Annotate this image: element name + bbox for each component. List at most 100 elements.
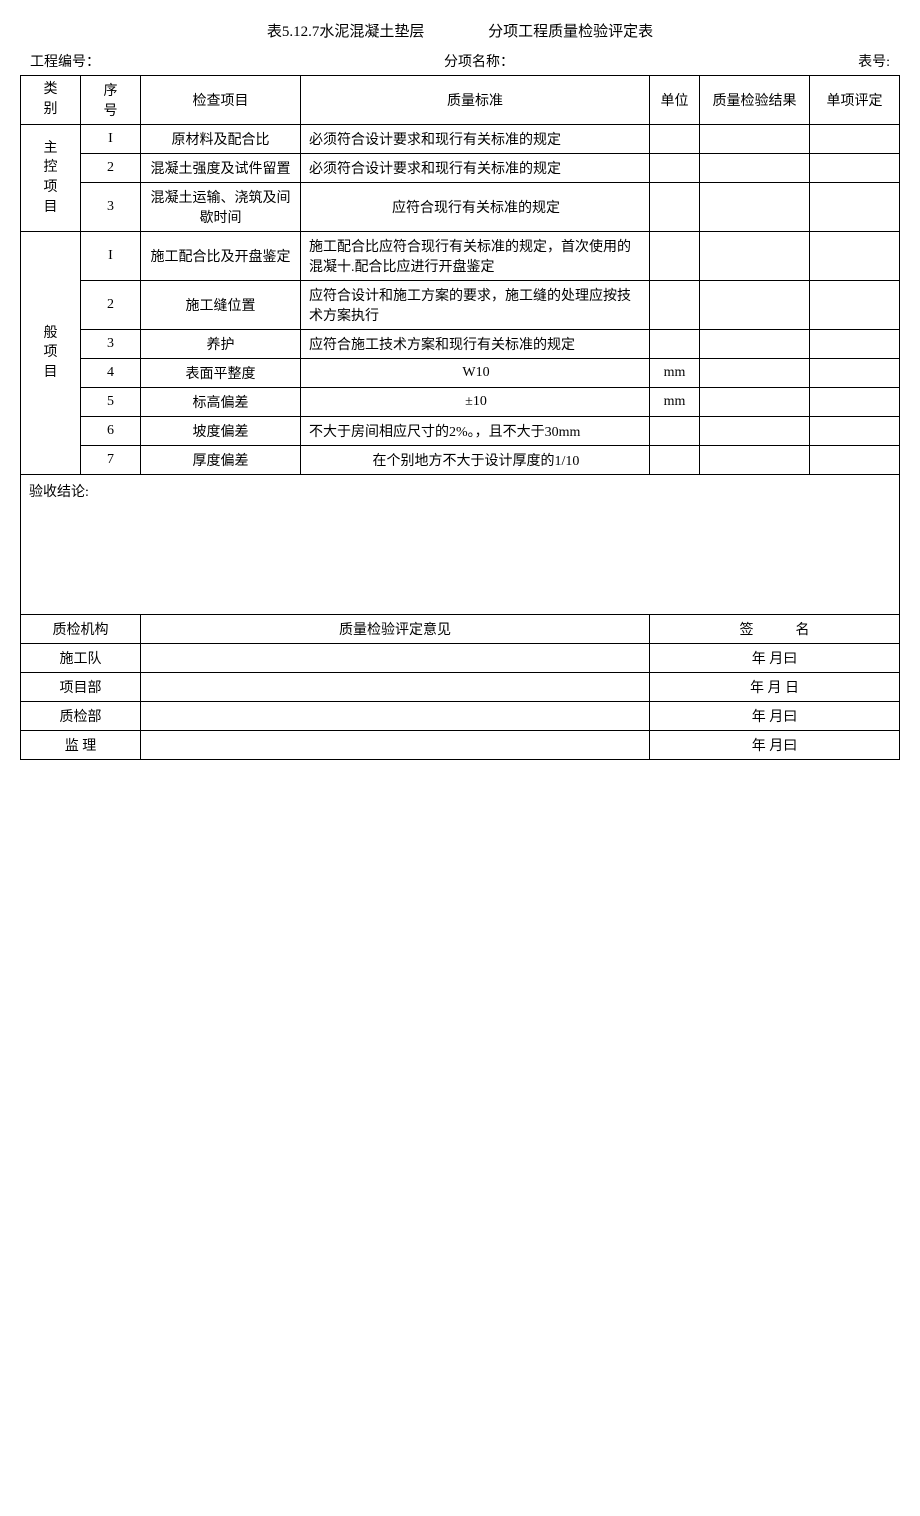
cell-item: 施工配合比及开盘鉴定 [141,232,301,281]
cell-rating [810,417,900,446]
cell-seq: 2 [81,154,141,183]
cell-unit [650,232,700,281]
cell-std: 不大于房间相应尺寸的2%。，且不大于30mm [301,417,650,446]
table-row: 2 施工缝位置 应符合设计和施工方案的要求，施工缝的处理应按技术方案执行 [21,281,900,330]
table-row: 2 混凝土强度及试件留置 必须符合设计要求和现行有关标准的规定 [21,154,900,183]
cell-seq: 4 [81,359,141,388]
table-row: 5 标高偏差 ±10 mm [21,388,900,417]
conclusion-cell: 验收结论: [21,475,900,615]
cell-seq: 7 [81,446,141,475]
table-row: 3 混凝土运输、浇筑及间歇时间 应符合现行有关标准的规定 [21,183,900,232]
col-unit: 单位 [650,76,700,125]
sig-row: 质检部 年 月曰 [21,702,900,731]
sig-row-label: 监 理 [21,731,141,760]
sig-header-row: 质检机构 质量检验评定意见 签 名 [21,615,900,644]
table-no-label: 表号: [858,51,890,71]
sig-row: 监 理 年 月曰 [21,731,900,760]
sig-row: 项目部 年 月 日 [21,673,900,702]
table-row: 3 养护 应符合施工技术方案和现行有关标准的规定 [21,330,900,359]
sig-row-opinion [141,702,650,731]
table-header-row: 类别 序号 检查项目 质量标准 单位 质量检验结果 单项评定 [21,76,900,125]
cell-result [700,232,810,281]
cell-result [700,154,810,183]
cell-result [700,330,810,359]
cell-item: 坡度偏差 [141,417,301,446]
cell-unit [650,417,700,446]
cell-seq: I [81,232,141,281]
cell-seq: 6 [81,417,141,446]
cell-rating [810,359,900,388]
cell-item: 标高偏差 [141,388,301,417]
cell-std: ±10 [301,388,650,417]
sig-row: 施工队 年 月曰 [21,644,900,673]
table-row: 4 表面平整度 W10 mm [21,359,900,388]
col-check-item: 检查项目 [141,76,301,125]
cell-seq: 3 [81,330,141,359]
sig-row-date: 年 月曰 [650,731,900,760]
document-title: 表5.12.7水泥混凝土垫层 分项工程质量检验评定表 [20,20,900,41]
cell-result [700,125,810,154]
general-group-label: 般项目 [21,232,81,475]
main-group-label: 主控项目 [21,125,81,232]
cell-unit [650,125,700,154]
sig-row-label: 项目部 [21,673,141,702]
cell-std: 应符合现行有关标准的规定 [301,183,650,232]
table-row: 7 厚度偏差 在个别地方不大于设计厚度的1/10 [21,446,900,475]
cell-unit: mm [650,359,700,388]
cell-item: 养护 [141,330,301,359]
sig-row-opinion [141,644,650,673]
header-line: 工程编号： 分项名称： 表号: [20,51,900,71]
sig-org-label: 质检机构 [21,615,141,644]
table-row: 般项目 I 施工配合比及开盘鉴定 施工配合比应符合现行有关标准的规定，首次使用的… [21,232,900,281]
conclusion-row: 验收结论: [21,475,900,615]
col-seq: 序号 [81,76,141,125]
cell-seq: 3 [81,183,141,232]
cell-seq: 2 [81,281,141,330]
cell-unit [650,154,700,183]
cell-rating [810,183,900,232]
cell-item: 原材料及配合比 [141,125,301,154]
sig-row-label: 质检部 [21,702,141,731]
inspection-table: 类别 序号 检查项目 质量标准 单位 质量检验结果 单项评定 主控项目 I 原材… [20,75,900,760]
cell-rating [810,446,900,475]
cell-result [700,388,810,417]
cell-result [700,183,810,232]
col-result: 质量检验结果 [700,76,810,125]
cell-rating [810,330,900,359]
cell-unit: mm [650,388,700,417]
cell-result [700,446,810,475]
cell-rating [810,154,900,183]
col-standard: 质量标准 [301,76,650,125]
cell-result [700,417,810,446]
subitem-name-label: 分项名称： [444,51,514,71]
cell-item: 表面平整度 [141,359,301,388]
project-no-label: 工程编号： [30,51,100,71]
cell-std: 必须符合设计要求和现行有关标准的规定 [301,125,650,154]
cell-std: 应符合设计和施工方案的要求，施工缝的处理应按技术方案执行 [301,281,650,330]
sig-row-date: 年 月 日 [650,673,900,702]
title-right: 分项工程质量检验评定表 [488,20,653,41]
cell-item: 厚度偏差 [141,446,301,475]
cell-unit [650,446,700,475]
col-rating: 单项评定 [810,76,900,125]
cell-result [700,281,810,330]
table-row: 主控项目 I 原材料及配合比 必须符合设计要求和现行有关标准的规定 [21,125,900,154]
cell-rating [810,281,900,330]
sig-row-date: 年 月曰 [650,702,900,731]
cell-std: 施工配合比应符合现行有关标准的规定，首次使用的混凝十.配合比应进行开盘鉴定 [301,232,650,281]
sig-signature-label: 签 名 [650,615,900,644]
cell-std: 必须符合设计要求和现行有关标准的规定 [301,154,650,183]
cell-seq: 5 [81,388,141,417]
sig-row-label: 施工队 [21,644,141,673]
sig-row-opinion [141,673,650,702]
sig-opinion-label: 质量检验评定意见 [141,615,650,644]
sig-row-date: 年 月曰 [650,644,900,673]
cell-item: 混凝土强度及试件留置 [141,154,301,183]
cell-item: 混凝土运输、浇筑及间歇时间 [141,183,301,232]
title-left: 表5.12.7水泥混凝土垫层 [267,20,425,41]
col-category: 类别 [21,76,81,125]
cell-seq: I [81,125,141,154]
cell-rating [810,388,900,417]
cell-rating [810,232,900,281]
table-row: 6 坡度偏差 不大于房间相应尺寸的2%。，且不大于30mm [21,417,900,446]
